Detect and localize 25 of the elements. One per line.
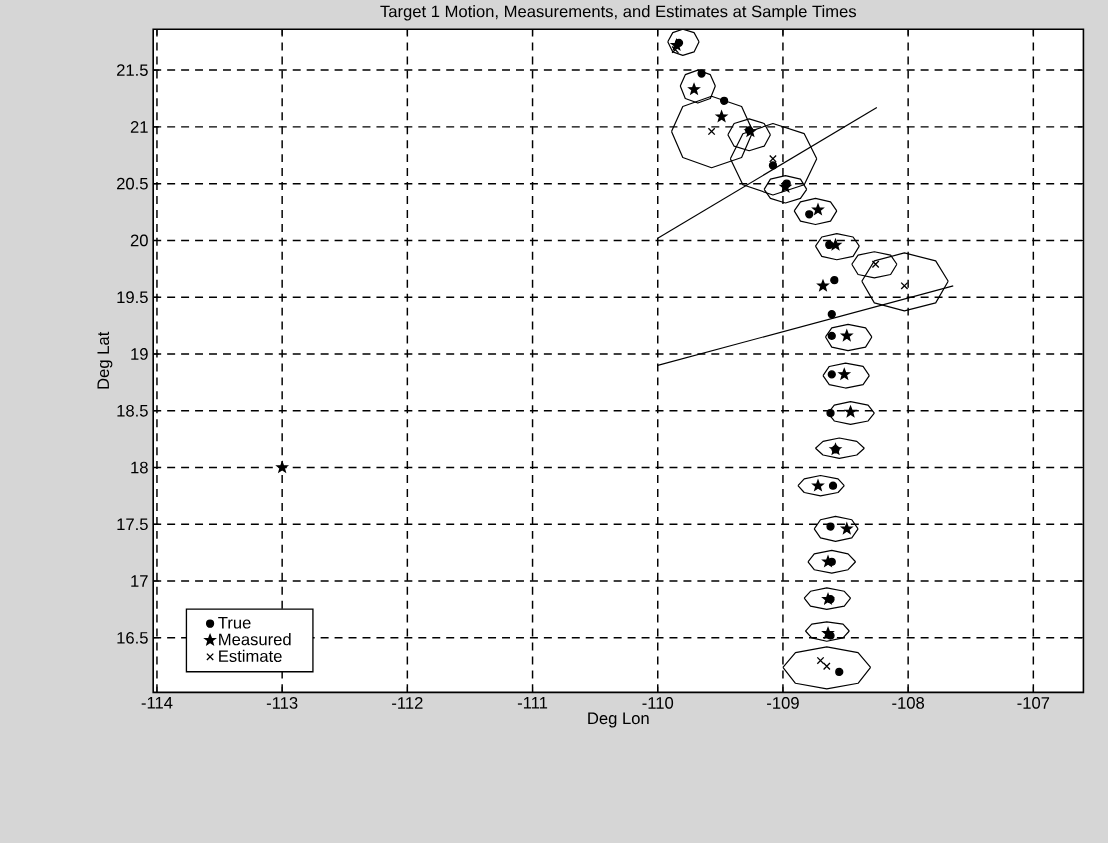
chart-title: Target 1 Motion, Measurements, and Estimates at Sample Times: [380, 4, 857, 21]
x-axis-title: Deg Lon: [588, 712, 649, 728]
x-tick-label: -114: [141, 696, 173, 709]
y-tick-label: 21: [130, 121, 148, 133]
y-tick-label: 20.5: [117, 177, 148, 190]
y-tick-label: 18.5: [117, 404, 148, 417]
x-tick-label: -112: [392, 696, 423, 709]
x-tick-label: -111: [517, 696, 548, 709]
x-tick-label: -113: [266, 696, 298, 709]
legend-label: True: [218, 616, 251, 629]
y-tick-label: 19: [131, 348, 148, 360]
y-tick-label: 19.5: [117, 291, 148, 304]
legend-label: Measured: [219, 633, 291, 646]
y-axis-title: Deg Lat: [97, 331, 113, 389]
legend-label: Estimate: [219, 649, 282, 662]
x-tick-label: -109: [767, 696, 799, 709]
y-tick-label: 18: [131, 461, 148, 474]
y-tick-label: 17.5: [117, 518, 148, 531]
y-tick-label: 20: [130, 234, 148, 247]
y-tick-label: 21.5: [117, 64, 148, 76]
y-tick-label: 16.5: [117, 631, 148, 644]
x-tick-label: -108: [892, 696, 925, 709]
y-tick-label: 17: [131, 575, 148, 587]
x-tick-label: -107: [1017, 696, 1050, 709]
x-tick-label: -110: [642, 696, 674, 709]
